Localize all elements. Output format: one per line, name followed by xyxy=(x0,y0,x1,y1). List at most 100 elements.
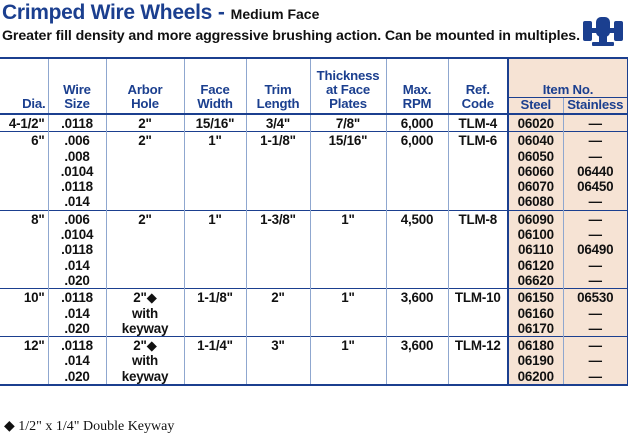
cell-steel-item-line: 06050 xyxy=(517,148,554,164)
col-header-stainless: Stainless xyxy=(562,97,628,114)
cell-arbor-hole-line: 2" xyxy=(138,133,152,149)
table-row: 8" .006.0104.0118.014.020 2" 1" 1-3/8" 1" 4,50… xyxy=(0,209,628,289)
col-header-arbor-hole: Arbor Hole xyxy=(105,57,184,114)
cell-face-width: 1" xyxy=(183,209,246,289)
cell-trim-length: 1-3/8" xyxy=(245,209,310,289)
cell-thickness: 15/16" xyxy=(309,131,386,211)
cell-diameter: 12" xyxy=(0,336,48,387)
cell-stainless-item-line: — xyxy=(588,305,602,321)
face-type-label: Medium Face xyxy=(230,6,320,22)
cell-wire-size-line: .006 xyxy=(64,211,90,227)
keyway-footnote: ◆ 1/2" x 1/4" Double Keyway xyxy=(4,419,175,434)
col-header-ref-code: Ref. Code xyxy=(447,57,508,114)
cell-arbor-hole: 2" xyxy=(105,131,184,211)
page-title-row: Crimped Wire Wheels - Medium Face xyxy=(2,1,319,25)
cell-steel-item-line: 06080 xyxy=(517,194,554,210)
cell-steel-item-line: 06040 xyxy=(517,133,554,149)
cell-stainless-item-line: 06450 xyxy=(577,179,614,195)
cell-thickness: 1" xyxy=(309,336,386,387)
cell-steel-item-line: 06190 xyxy=(517,353,554,369)
cell-stainless-item-line: — xyxy=(588,133,602,149)
cell-steel-item-line: 06020 xyxy=(517,116,554,131)
cell-ref-code: TLM-12 xyxy=(447,336,508,387)
cell-max-rpm: 6,000 xyxy=(385,131,448,211)
cell-arbor-hole: 2" xyxy=(105,113,184,132)
cell-wire-size: .006.0104.0118.014.020 xyxy=(47,209,106,289)
cell-steel-item: 06150 06160 06170 xyxy=(507,288,563,337)
cell-wire-size-line: .008 xyxy=(64,148,90,164)
cell-steel-item-line: 06110 xyxy=(518,242,554,258)
cell-trim-length: 3/4" xyxy=(245,113,310,132)
cell-arbor-hole: 2" xyxy=(105,209,184,289)
cell-stainless-item-line: — xyxy=(588,353,602,369)
cell-steel-item: 06040 06050 06060 06070 06080 xyxy=(507,131,563,211)
cell-diameter: 6" xyxy=(0,131,48,211)
cell-max-rpm: 3,600 xyxy=(385,288,448,337)
page-title: Crimped Wire Wheels xyxy=(2,1,212,24)
col-header-item-no: Item No. xyxy=(507,57,628,98)
cell-stainless-item-line: — xyxy=(588,194,602,210)
cell-wire-size: .0118 xyxy=(47,113,106,132)
cell-steel-item-line: 06160 xyxy=(517,305,554,321)
cell-stainless-item-line: — xyxy=(588,227,602,243)
cell-max-rpm: 3,600 xyxy=(385,336,448,387)
cell-face-width: 1" xyxy=(183,131,246,211)
cell-wire-size-line: .014 xyxy=(64,194,90,210)
cell-steel-item-line: 06060 xyxy=(517,163,554,179)
cell-face-width: 1-1/8" xyxy=(183,288,246,337)
cell-stainless-item-line: — xyxy=(588,272,602,288)
product-description: Greater fill density and more aggressive… xyxy=(2,28,580,44)
wire-wheel-spec-table: Dia. Wire Size Arbor Hole Face Width Trim Le… xyxy=(0,57,628,387)
col-header-face-width: Face Width xyxy=(183,57,246,114)
cell-ref-code: TLM-4 xyxy=(447,113,508,132)
cell-thickness: 7/8" xyxy=(309,113,386,132)
cell-ref-code: TLM-8 xyxy=(447,209,508,289)
cell-stainless-item: — —06440 06450— xyxy=(562,131,628,211)
cell-face-width: 1-1/4" xyxy=(183,336,246,387)
product-table-container: Dia. Wire Size Arbor Hole Face Width Trim Le… xyxy=(0,57,628,387)
cell-stainless-item-line: — xyxy=(588,257,602,273)
cell-steel-item-line: 06200 xyxy=(517,368,554,384)
col-header-max-rpm: Max. RPM xyxy=(385,57,448,114)
col-header-dia: Dia. xyxy=(0,57,48,114)
cell-wire-size-line: .0118 xyxy=(61,116,93,131)
cell-arbor-hole-line: 2" xyxy=(138,211,152,227)
cell-steel-item: 06180 06190 06200 xyxy=(507,336,563,387)
cell-arbor-hole-line: with xyxy=(132,305,158,321)
cell-steel-item: 06020 xyxy=(507,113,563,132)
cell-trim-length: 1-1/8" xyxy=(245,131,310,211)
col-header-steel: Steel xyxy=(507,97,563,114)
cell-diameter: 8" xyxy=(0,209,48,289)
cell-steel-item-line: 06170 xyxy=(517,320,554,336)
cell-steel-item: 06090 06100 06110 06120 06620 xyxy=(507,209,563,289)
cell-steel-item-line: 06120 xyxy=(517,257,554,273)
cell-steel-item-line: 06070 xyxy=(517,179,554,195)
title-separator: - xyxy=(212,1,231,24)
cell-stainless-item: 06530— — xyxy=(562,288,628,337)
cell-max-rpm: 6,000 xyxy=(385,113,448,132)
col-header-trim-length: Trim Length xyxy=(245,57,310,114)
cell-stainless-item-line: — xyxy=(588,116,602,131)
cell-wire-size-line: .020 xyxy=(64,368,90,384)
cell-wire-size-line: .020 xyxy=(64,320,90,336)
cell-steel-item-line: 06150 xyxy=(517,290,554,306)
cell-diameter: 10" xyxy=(0,288,48,337)
cell-stainless-item: — xyxy=(562,113,628,132)
cell-ref-code: TLM-10 xyxy=(447,288,508,337)
cell-stainless-item-line: 06440 xyxy=(577,163,614,179)
cell-trim-length: 3" xyxy=(245,336,310,387)
cell-wire-size-line: .014 xyxy=(64,353,90,369)
cell-stainless-item-line: — xyxy=(588,211,602,227)
table-row: 10" .0118.014.020 2"◆ with keyway 1-1/8" 2" 1" 3… xyxy=(0,288,628,337)
cell-stainless-item-line: 06530 xyxy=(577,290,614,306)
cell-wire-size-line: .0104 xyxy=(60,227,94,243)
cell-arbor-hole: 2"◆ with keyway xyxy=(105,336,184,387)
col-header-thickness: Thickness at Face Plates xyxy=(309,57,386,114)
table-row: 6" .006.008.0104.0118.014 2" 1" 1-1/8" 15/16"… xyxy=(0,131,628,211)
bench-grinder-icon xyxy=(583,17,623,46)
cell-wire-size-line: .0118 xyxy=(61,179,93,195)
cell-face-width: 15/16" xyxy=(183,113,246,132)
cell-trim-length: 2" xyxy=(245,288,310,337)
cell-max-rpm: 4,500 xyxy=(385,209,448,289)
cell-stainless-item: — —06490— — xyxy=(562,209,628,289)
